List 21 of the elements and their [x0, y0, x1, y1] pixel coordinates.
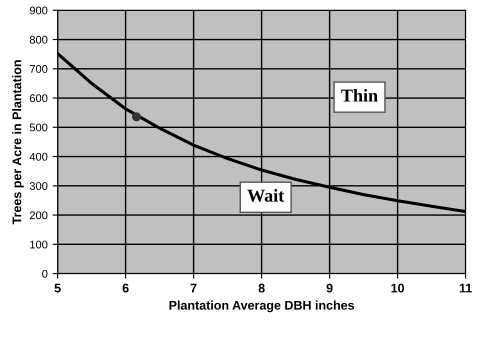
- x-tick-label: 5: [54, 284, 61, 293]
- y-tick-label: 500: [30, 124, 48, 132]
- y-tick-label: 400: [30, 152, 48, 161]
- annotation: Thin: [341, 88, 378, 102]
- x-tick-label: 7: [190, 284, 197, 292]
- y-axis-title: Trees per Acre in Plantation: [12, 60, 24, 224]
- y-tick-label: 0: [42, 270, 48, 278]
- x-tick-label: 9: [326, 284, 333, 293]
- y-tick-label: 700: [30, 65, 48, 73]
- y-tick-label: 800: [30, 36, 48, 44]
- x-tick-label: 8: [258, 284, 265, 293]
- x-tick-label: 6: [122, 284, 129, 293]
- x-tick-label: 10: [391, 284, 404, 293]
- y-tick-label: 900: [30, 6, 48, 14]
- y-tick-label: 100: [30, 240, 48, 248]
- annotation: Wait: [247, 189, 284, 202]
- x-tick-label: 11: [460, 284, 472, 292]
- y-tick-label: 300: [30, 182, 48, 190]
- y-tick-label: 600: [30, 94, 48, 102]
- x-axis-title: Plantation Average DBH inches: [169, 300, 354, 312]
- y-tick-label: 200: [30, 211, 48, 220]
